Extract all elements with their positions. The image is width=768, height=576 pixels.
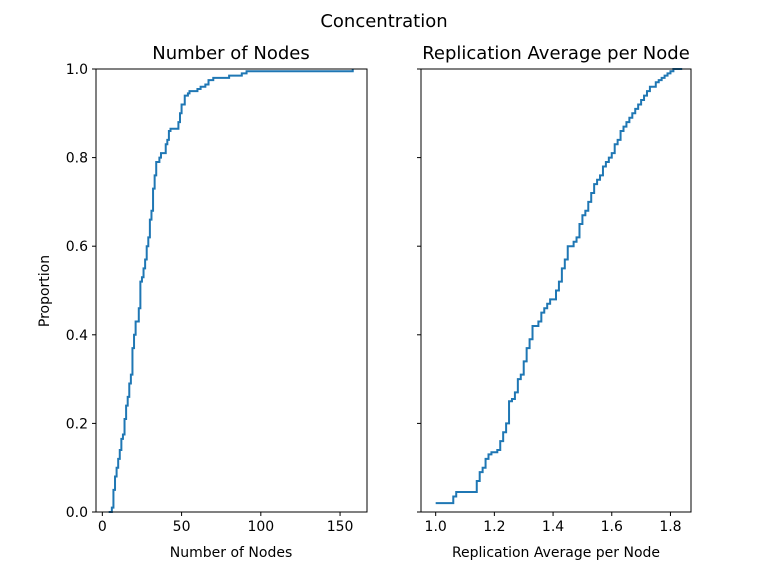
y-tick-label: 0.6 bbox=[66, 239, 88, 255]
x-tick-label: 50 bbox=[173, 519, 191, 535]
x-tick-label: 1.2 bbox=[483, 519, 505, 535]
x-tick-label: 1.0 bbox=[425, 519, 447, 535]
x-tick-label: 150 bbox=[327, 519, 354, 535]
subplot-replication-average: Replication Average per Node 1.0 1.2 1.4 1.… bbox=[417, 43, 692, 561]
subplot-number-of-nodes: Number of Nodes 0 50 100 150 0.00.20.40.60.… bbox=[37, 43, 368, 561]
x-axis: 0 50 100 150 bbox=[98, 512, 354, 535]
axes-frame bbox=[420, 68, 692, 513]
x-axis-label: Replication Average per Node bbox=[452, 545, 660, 561]
y-tick-label: 0.0 bbox=[66, 505, 88, 521]
ecdf-line bbox=[435, 68, 683, 505]
x-axis: 1.0 1.2 1.4 1.6 1.8 bbox=[425, 512, 682, 535]
ecdf-line bbox=[108, 69, 354, 513]
y-tick-label: 0.2 bbox=[66, 416, 88, 432]
x-tick-label: 1.6 bbox=[601, 519, 623, 535]
y-tick-label: 0.8 bbox=[66, 151, 88, 167]
y-axis bbox=[417, 68, 421, 513]
plot-area bbox=[435, 68, 683, 505]
y-axis-label: Proportion bbox=[37, 255, 53, 327]
x-tick-label: 1.8 bbox=[659, 519, 681, 535]
y-axis: 0.0 0.2 0.4 0.6 0.8 1.0 bbox=[66, 62, 96, 521]
x-tick-label: 100 bbox=[247, 519, 274, 535]
subplot-title: Replication Average per Node bbox=[422, 43, 690, 64]
axes-frame bbox=[95, 68, 368, 513]
x-tick-label: 0 bbox=[98, 519, 107, 535]
x-axis-label: Number of Nodes bbox=[170, 545, 292, 561]
y-tick-label: 0.4 bbox=[66, 328, 88, 344]
figure-suptitle: Concentration bbox=[320, 11, 447, 32]
subplot-title: Number of Nodes bbox=[152, 43, 309, 64]
plot-area bbox=[108, 69, 354, 513]
y-tick-label: 1.0 bbox=[66, 62, 88, 78]
x-tick-label: 1.4 bbox=[542, 519, 564, 535]
